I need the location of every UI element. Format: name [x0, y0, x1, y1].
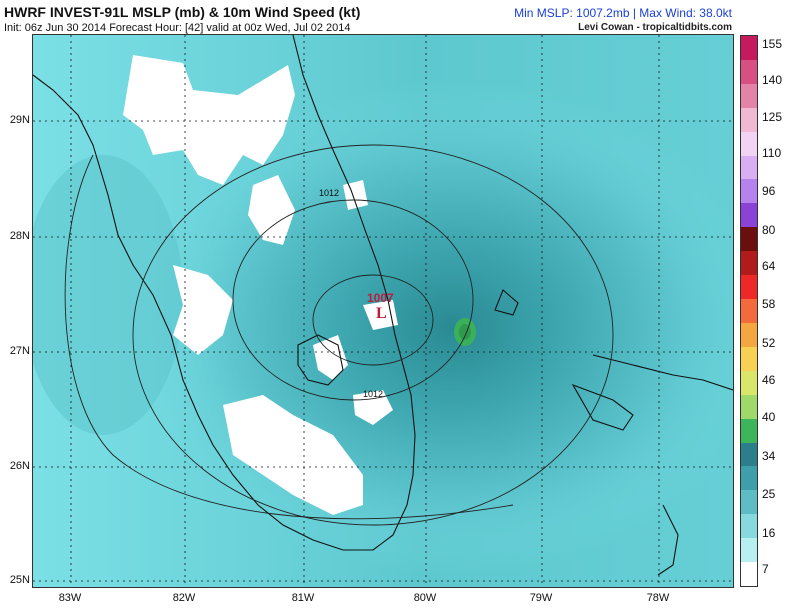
isobars	[64, 144, 614, 526]
coastline-lake-okeechobee	[297, 334, 344, 386]
isobar-inner	[312, 274, 434, 366]
colorbar-swatch	[741, 322, 757, 348]
colorbar-swatch	[741, 131, 757, 157]
lon-label-79w: 79W	[529, 592, 553, 604]
colorbar-label: 58	[762, 297, 776, 311]
coastline-bahamas-abaco	[592, 354, 733, 391]
coastline-bahamas-andros	[571, 383, 634, 431]
colorbar-label: 64	[762, 259, 776, 273]
map-subtitle: Init: 06z Jun 30 2014 Forecast Hour: [42…	[4, 22, 351, 34]
colorbar-swatch	[741, 394, 757, 420]
colorbar-label: 34	[762, 449, 776, 463]
lat-label-28n: 28N	[9, 230, 30, 242]
colorbar-swatch	[741, 83, 757, 109]
credit-text: Levi Cowan - tropicaltidbits.com	[578, 22, 732, 33]
western-wind-band	[33, 155, 183, 435]
low-wind-patch-north	[123, 55, 295, 185]
lat-label-27n: 27N	[9, 345, 30, 357]
colorbar-label: 52	[762, 336, 776, 350]
lon-label-82w: 82W	[172, 592, 196, 604]
isobar-outer-west	[64, 154, 514, 520]
map-title: HWRF INVEST-91L MSLP (mb) & 10m Wind Spe…	[4, 4, 361, 20]
colorbar-swatch	[741, 562, 757, 587]
lat-label-25n: 25N	[9, 574, 30, 586]
coastline-florida-east	[292, 35, 416, 551]
colorbar-swatch	[741, 466, 757, 491]
low-wind-patch-coast	[353, 390, 393, 425]
colorbar-label: 40	[762, 410, 776, 424]
colorbar-label: 96	[762, 184, 776, 198]
lon-label-78w: 78W	[646, 592, 670, 604]
lat-label-29n: 29N	[9, 114, 30, 126]
min-max-readout: Min MSLP: 1007.2mb | Max Wind: 38.0kt	[514, 6, 732, 20]
low-pressure-value: 1007	[367, 291, 394, 305]
colorbar-swatch	[741, 107, 757, 133]
low-wind-patch-northeast	[343, 180, 368, 210]
lon-label-80w: 80W	[413, 592, 437, 604]
map-canvas: 1012 1012 1007 L	[33, 35, 733, 587]
lon-label-81w: 81W	[291, 592, 315, 604]
coastline-florida-west	[33, 74, 373, 551]
colorbar-label: 110	[762, 146, 782, 160]
colorbar-label: 155	[762, 37, 783, 51]
low-wind-patches	[123, 55, 398, 515]
isobar-outer	[132, 144, 614, 526]
colorbar-swatch	[741, 490, 757, 515]
colorbar-swatch	[741, 442, 757, 467]
colorbar-label: 7	[762, 562, 769, 576]
colorbar-swatch	[741, 203, 757, 228]
coastlines	[33, 35, 733, 576]
wind-pressure-map: 1012 1012 1007 L	[32, 34, 734, 588]
colorbar-label: 125	[762, 110, 783, 124]
colorbar-swatch	[741, 275, 757, 300]
colorbar-swatch	[741, 59, 757, 85]
colorbar-swatch	[741, 251, 757, 276]
colorbar-swatch	[741, 514, 757, 539]
colorbar-swatch	[741, 299, 757, 324]
colorbar-label: 16	[762, 526, 776, 540]
colorbar-swatch	[741, 346, 757, 372]
lon-label-83w: 83W	[58, 592, 82, 604]
low-wind-patch-inland	[173, 265, 233, 355]
colorbar-swatch	[741, 418, 757, 443]
low-wind-patch-lake	[313, 335, 348, 380]
coastline-bahamas-south	[657, 504, 679, 576]
colorbar-label: 25	[762, 487, 776, 501]
colorbar-label: 80	[762, 223, 776, 237]
lat-label-26n: 26N	[9, 460, 30, 472]
colorbar-swatch	[741, 370, 757, 396]
colorbar-label: 46	[762, 373, 776, 387]
isobar-label-south: 1012	[363, 389, 383, 399]
low-wind-patch-south	[223, 395, 363, 515]
low-pressure-marker: L	[376, 305, 387, 322]
colorbar-label: 140	[762, 73, 783, 87]
colorbar-swatch	[741, 36, 757, 61]
isobar-label-north: 1012	[319, 188, 339, 198]
graticule	[33, 35, 733, 587]
low-wind-patch-central	[248, 175, 295, 245]
isobar-1012	[232, 199, 474, 401]
colorbar-swatch	[741, 179, 757, 204]
colorbar-swatch	[741, 155, 757, 180]
wind-speed-colorbar	[740, 35, 758, 587]
colorbar-swatch	[741, 227, 757, 252]
colorbar-swatch	[741, 538, 757, 563]
coastline-bahamas-grand	[494, 289, 519, 316]
